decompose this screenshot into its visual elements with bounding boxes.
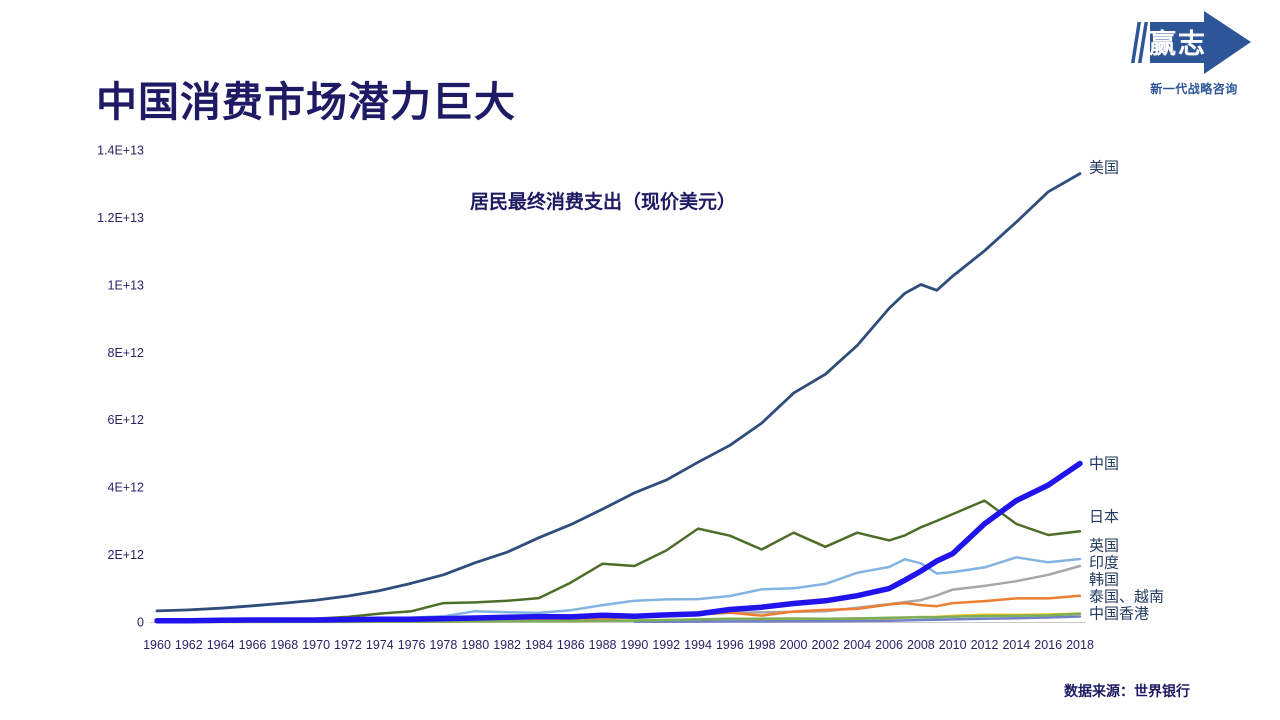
x-tick-label: 1966 (239, 638, 267, 652)
x-tick-label: 2018 (1066, 638, 1094, 652)
x-tick-label: 1968 (270, 638, 298, 652)
x-tick-label: 1962 (175, 638, 203, 652)
y-tick-label: 4E+12 (108, 481, 145, 495)
y-tick-label: 0 (137, 616, 144, 630)
x-tick-label: 2014 (1002, 638, 1030, 652)
y-tick-label: 1E+13 (108, 278, 145, 292)
x-tick-label: 1964 (207, 638, 235, 652)
x-tick-label: 2012 (971, 638, 999, 652)
logo-name: 赢志 (1149, 28, 1207, 59)
x-tick-label: 1982 (493, 638, 521, 652)
chart-title: 居民最终消费支出（现价美元） (470, 192, 737, 213)
x-tick-label: 1978 (430, 638, 458, 652)
x-tick-label: 2016 (1034, 638, 1062, 652)
x-tick-label: 1996 (716, 638, 744, 652)
series-label-thailand: 泰国、越南 (1089, 589, 1164, 606)
series-line-vietnam (633, 615, 1082, 624)
x-tick-label: 1986 (557, 638, 585, 652)
x-tick-label: 1984 (525, 638, 553, 652)
x-tick-label: 1988 (589, 638, 617, 652)
series-label-hongkong: 中国香港 (1089, 606, 1149, 623)
x-tick-label: 2010 (939, 638, 967, 652)
y-tick-label: 1.2E+13 (97, 211, 144, 225)
x-tick-label: 2008 (907, 638, 935, 652)
x-tick-label: 2004 (843, 638, 871, 652)
x-tick-label: 1990 (621, 638, 649, 652)
series-label-usa: 美国 (1089, 160, 1119, 177)
x-tick-label: 1960 (143, 638, 171, 652)
x-tick-label: 2006 (875, 638, 903, 652)
series-label-uk: 英国 (1089, 537, 1119, 555)
x-tick-label: 1994 (684, 638, 712, 652)
logo-arrow-icon: 赢志 (1131, 11, 1251, 74)
y-tick-label: 2E+12 (108, 548, 145, 562)
x-tick-label: 2002 (811, 638, 839, 652)
series-line-china (154, 460, 1083, 624)
x-tick-label: 1974 (366, 638, 394, 652)
x-tick-label: 1998 (748, 638, 776, 652)
series-line-uk (155, 556, 1082, 622)
series-label-japan: 日本 (1089, 508, 1119, 525)
y-tick-label: 1.4E+13 (97, 144, 144, 158)
series-label-korea: 韩国 (1089, 572, 1119, 589)
company-logo: 赢志 新一代战略咨询 (1124, 10, 1254, 100)
y-tick-label: 8E+12 (108, 346, 145, 360)
x-tick-label: 1980 (461, 638, 489, 652)
series-line-usa (155, 172, 1082, 613)
series-label-india: 印度 (1089, 555, 1119, 572)
logo-tagline: 新一代战略咨询 (1150, 82, 1238, 96)
x-tick-label: 1970 (302, 638, 330, 652)
x-tick-label: 1972 (334, 638, 362, 652)
source-note: 数据来源：世界银行 (1064, 683, 1190, 699)
y-tick-label: 6E+12 (108, 413, 145, 427)
page-title: 中国消费市场潜力巨大 (96, 79, 516, 125)
x-tick-label: 1992 (652, 638, 680, 652)
x-tick-label: 1976 (398, 638, 426, 652)
x-tick-label: 2000 (780, 638, 808, 652)
series-label-china: 中国 (1089, 456, 1119, 473)
